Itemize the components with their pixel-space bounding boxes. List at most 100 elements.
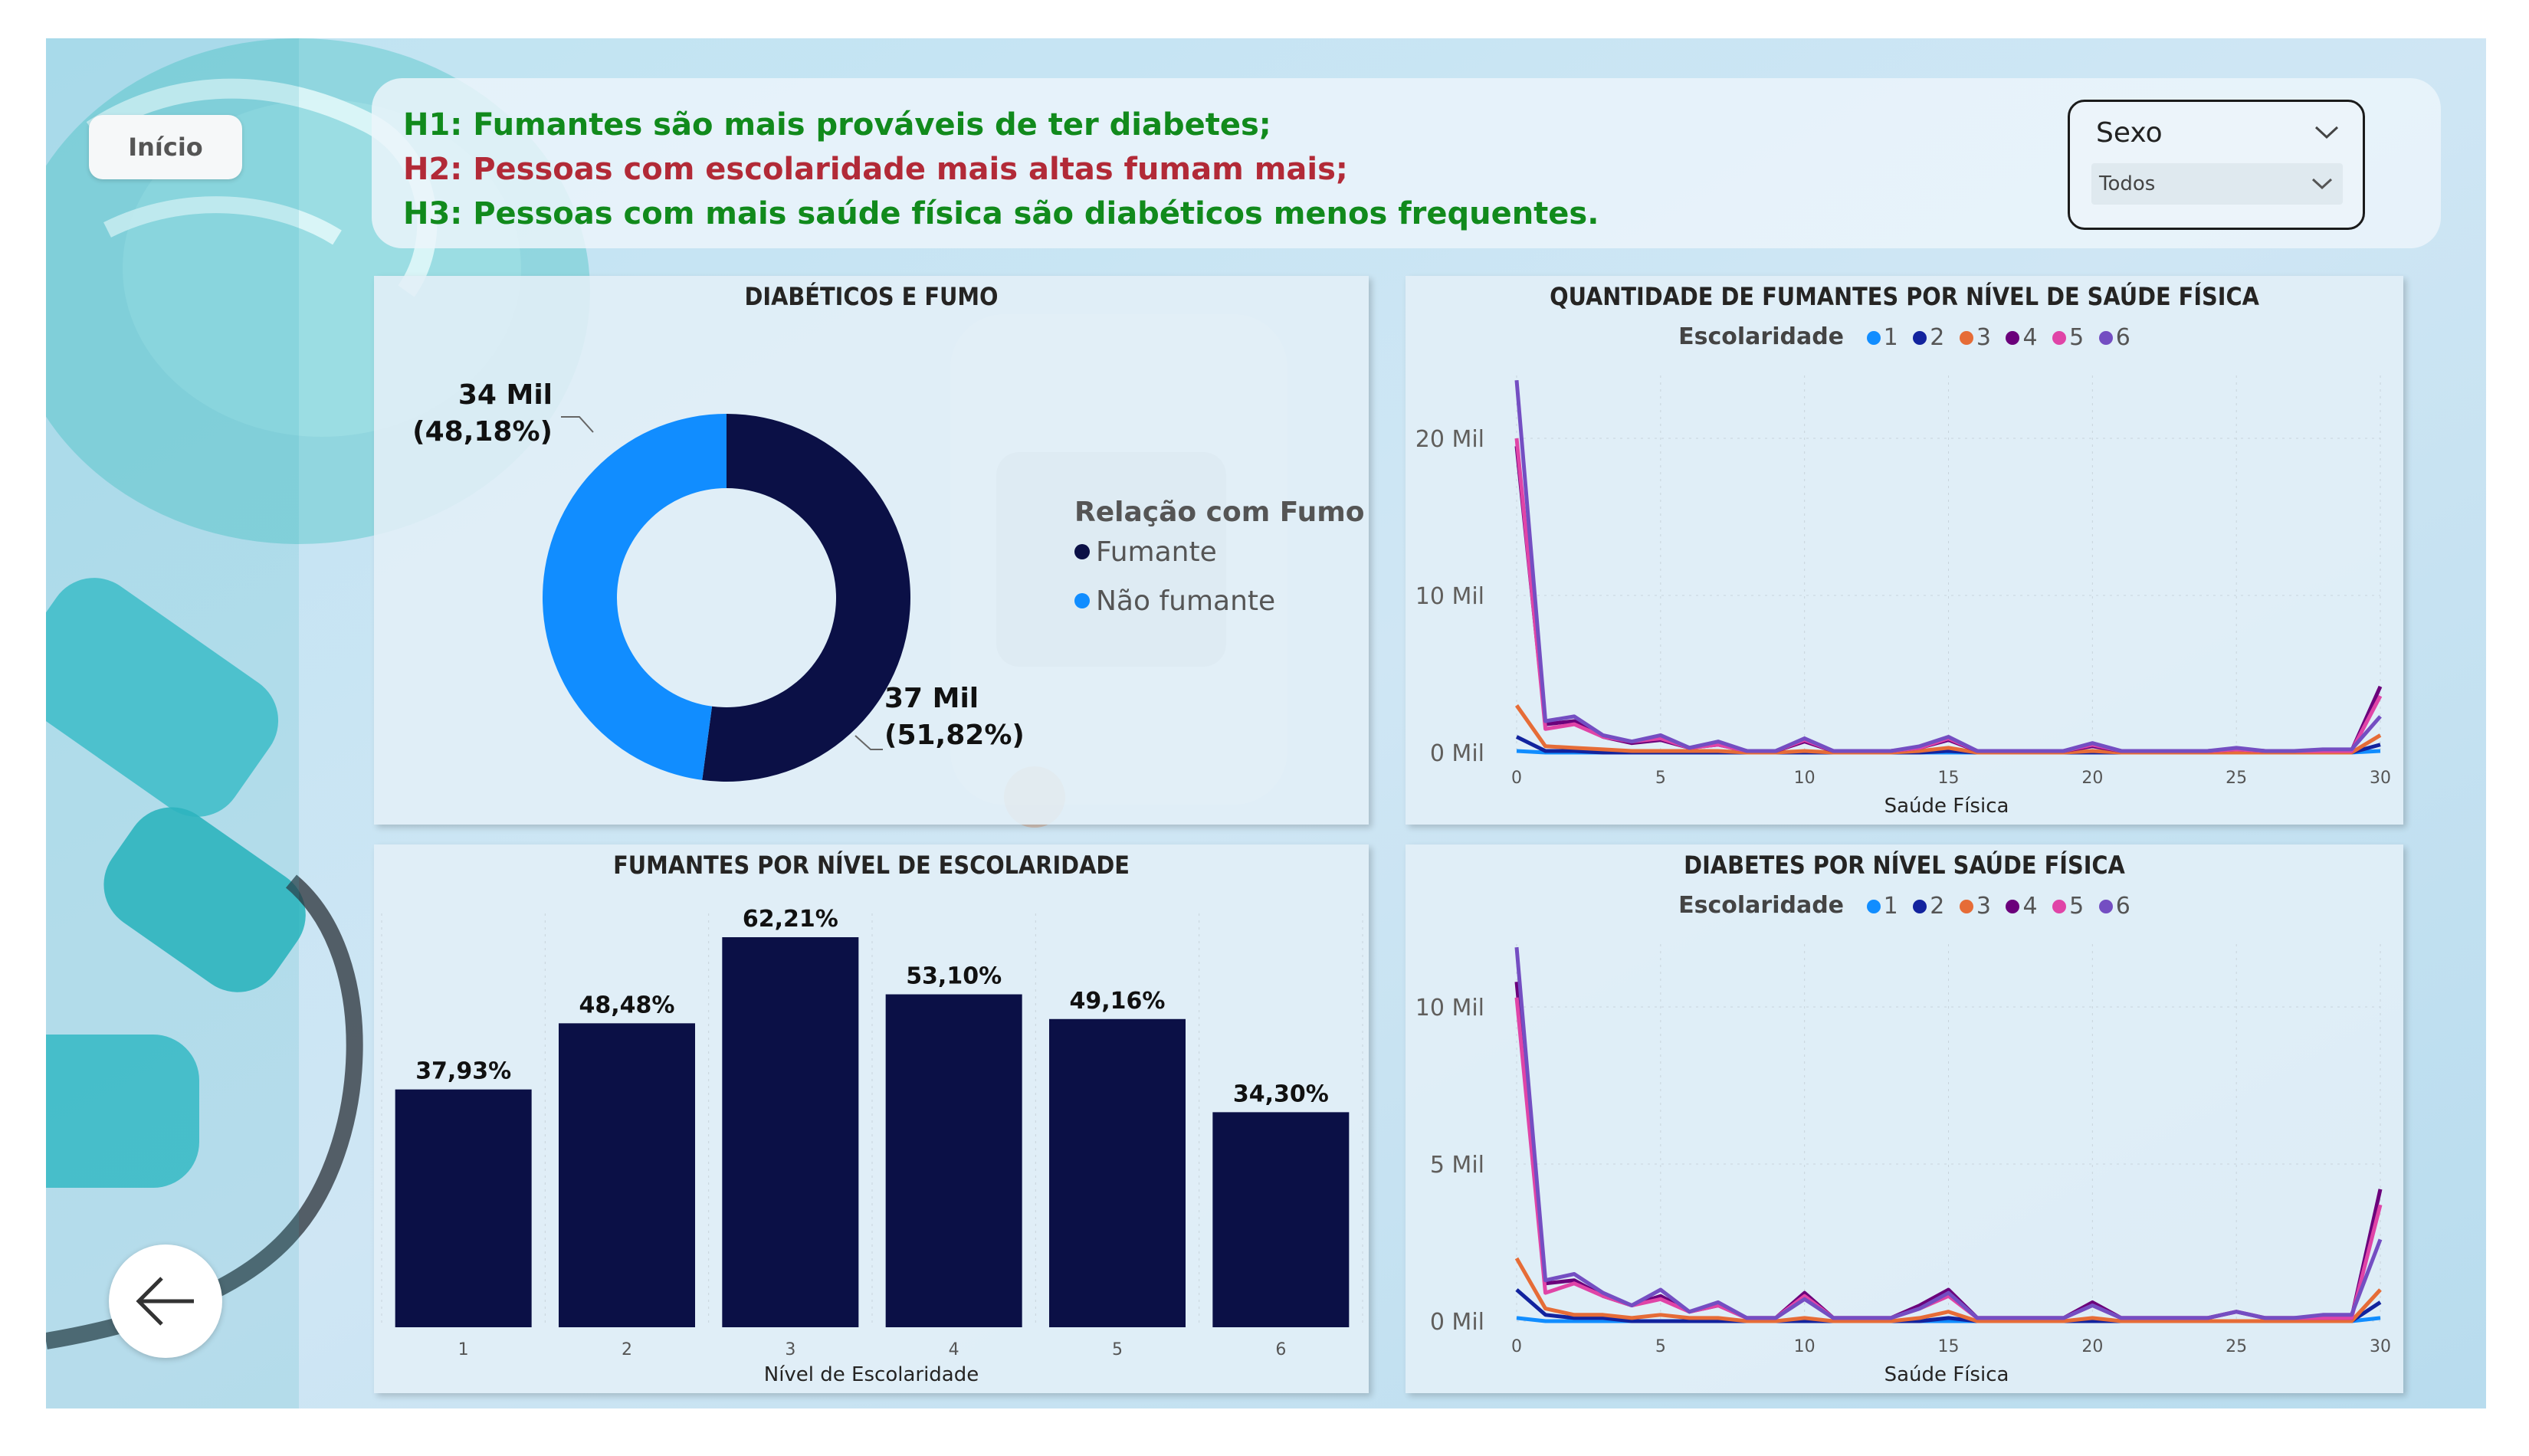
series-line-4[interactable] [1514,981,2383,1320]
bar-1[interactable] [395,1089,532,1327]
x-tick-label: 10 [1794,769,1816,788]
legend-dot-1 [1866,330,1881,345]
x-tick-label: 5 [1655,769,1666,788]
bar-value-label: 49,16% [1070,988,1166,1015]
legend-label-1: 1 [1883,324,1898,351]
bar-chart-card: FUMANTES POR NÍVEL DE ESCOLARIDADE 37,93… [374,844,1369,1393]
x-tick-label: 30 [2370,1337,2391,1356]
sidebar-shade [46,38,299,1408]
bar-x-tick: 4 [949,1340,959,1359]
legend-label-5: 5 [2069,893,2085,920]
donut-slice-n-o-fumante[interactable] [543,414,727,780]
series-line-5[interactable] [1514,438,2383,753]
y-tick-label: 10 Mil [1415,583,1484,610]
legend-label-5: 5 [2069,324,2085,351]
legend-dot-4 [2006,330,2020,345]
y-tick-label: 0 Mil [1430,1309,1484,1336]
bar-6[interactable] [1212,1112,1350,1327]
line1-x-axis-label: Saúde Física [1884,795,2009,818]
legend-label-4: 4 [2022,893,2038,920]
slicer-selected-value: Todos [2099,172,2156,195]
diabetes-line-chart-card: DIABETES POR NÍVEL SAÚDE FÍSICA Escolari… [1406,844,2403,1393]
chevron-down-icon[interactable] [2314,125,2340,140]
arrow-left-icon [136,1277,194,1326]
x-tick-label: 0 [1511,769,1522,788]
diabetes-line-chart: 0 Mil 5 Mil 10 Mil 0 5 10 15 20 25 30 Saúde Físic… [1415,944,2391,1386]
line2-x-axis-label: Saúde Física [1884,1363,2009,1386]
bar-2[interactable] [559,1023,695,1327]
bar-chart-title: FUMANTES POR NÍVEL DE ESCOLARIDADE [613,851,1130,880]
legend-label-3: 3 [1976,893,1991,920]
hypothesis-3: H3: Pessoas com mais saúde física são di… [403,196,1599,231]
legend-label-1: 1 [1883,893,1898,920]
y-tick-label: 0 Mil [1430,740,1484,767]
bar-value-label: 48,48% [579,992,675,1018]
legend-dot-nao-fumante [1074,593,1090,608]
leader-line-nao-fumante [561,416,594,433]
x-tick-label: 30 [2370,769,2391,788]
bar-value-label: 37,93% [415,1058,511,1085]
bar-x-tick: 2 [622,1340,632,1359]
legend-dot-4 [2006,899,2020,913]
legend-label-3: 3 [1976,324,1991,351]
bar-chart: 37,93% 48,48% 62,21% 53,10% 49,16% 34,30% 1 2 3… [381,906,1363,1386]
legend-dot-6 [2098,899,2113,913]
donut-chart: 37 Mil (51,82%) 34 Mil (48,18%) Relação … [412,379,1364,782]
series-line-6[interactable] [1514,946,2383,1320]
legend-dot-2 [1913,330,1927,345]
x-tick-label: 0 [1511,1337,1522,1356]
donut-legend-title: Relação com Fumo [1074,497,1364,528]
y-tick-label: 10 Mil [1415,995,1484,1021]
diabetes-line-chart-title: DIABETES POR NÍVEL SAÚDE FÍSICA [1684,851,2125,880]
legend-label-nao-fumante: Não fumante [1096,585,1275,617]
legend-label-6: 6 [2115,893,2130,920]
slice-label-nao-fumante-pct: (48,18%) [412,416,553,448]
x-tick-label: 10 [1794,1337,1816,1356]
series-line-4[interactable] [1514,445,2383,753]
diabetes-line-legend: Escolaridade 1 2 3 4 5 6 [1406,892,2403,920]
bar-x-tick: 6 [1275,1340,1286,1359]
legend-label-6: 6 [2115,324,2130,351]
bar-value-label: 34,30% [1233,1081,1329,1107]
bar-x-axis-label: Nível de Escolaridade [764,1363,979,1386]
y-tick-label: 5 Mil [1430,1152,1484,1179]
bar-x-tick: 5 [1112,1340,1123,1359]
x-tick-label: 25 [2226,769,2247,788]
home-button-label: Início [128,133,203,162]
hypothesis-1: H1: Fumantes são mais prováveis de ter d… [403,107,1271,143]
slicer-title: Sexo [2096,117,2163,149]
legend-dot-5 [2052,330,2067,345]
x-tick-label: 20 [2081,769,2103,788]
bar-x-tick: 1 [458,1340,469,1359]
x-tick-label: 5 [1655,1337,1666,1356]
legend-title: Escolaridade [1678,892,1845,919]
legend-label-2: 2 [1930,893,1945,920]
chevron-down-icon [2311,178,2333,190]
series-line-3[interactable] [1514,1257,2382,1323]
smokers-line-legend: Escolaridade 1 2 3 4 5 6 [1406,323,2403,351]
bar-3[interactable] [722,937,859,1327]
donut-slice-fumante[interactable] [702,414,910,782]
x-tick-label: 25 [2226,1337,2247,1356]
legend-dot-fumante [1074,544,1090,559]
legend-dot-3 [1959,330,1973,345]
donut-chart-card: DIABÉTICOS E FUMO 37 Mil (51,82%) 34 Mil… [374,276,1369,825]
bar-value-label: 53,10% [906,963,1002,990]
bar-5[interactable] [1049,1018,1186,1327]
report-canvas: Início H1: Fumantes são mais prováveis d… [46,38,2486,1408]
donut-chart-title: DIABÉTICOS E FUMO [744,282,999,311]
leader-line-fumante [854,735,883,750]
x-tick-label: 20 [2081,1337,2103,1356]
bar-x-tick: 3 [785,1340,795,1359]
bar-4[interactable] [885,994,1022,1327]
series-line-6[interactable] [1514,379,2382,753]
smokers-line-chart: 0 Mil 10 Mil 20 Mil 0 5 10 15 20 25 30 Saúde Físi… [1415,375,2391,818]
slicer-dropdown[interactable]: Todos [2091,163,2343,205]
back-button[interactable] [109,1244,222,1358]
x-tick-label: 15 [1938,769,1960,788]
legend-label-2: 2 [1930,324,1945,351]
legend-dot-5 [2052,899,2067,913]
series-line-3[interactable] [1514,704,2382,755]
home-button[interactable]: Início [89,115,242,179]
legend-label-4: 4 [2022,324,2038,351]
